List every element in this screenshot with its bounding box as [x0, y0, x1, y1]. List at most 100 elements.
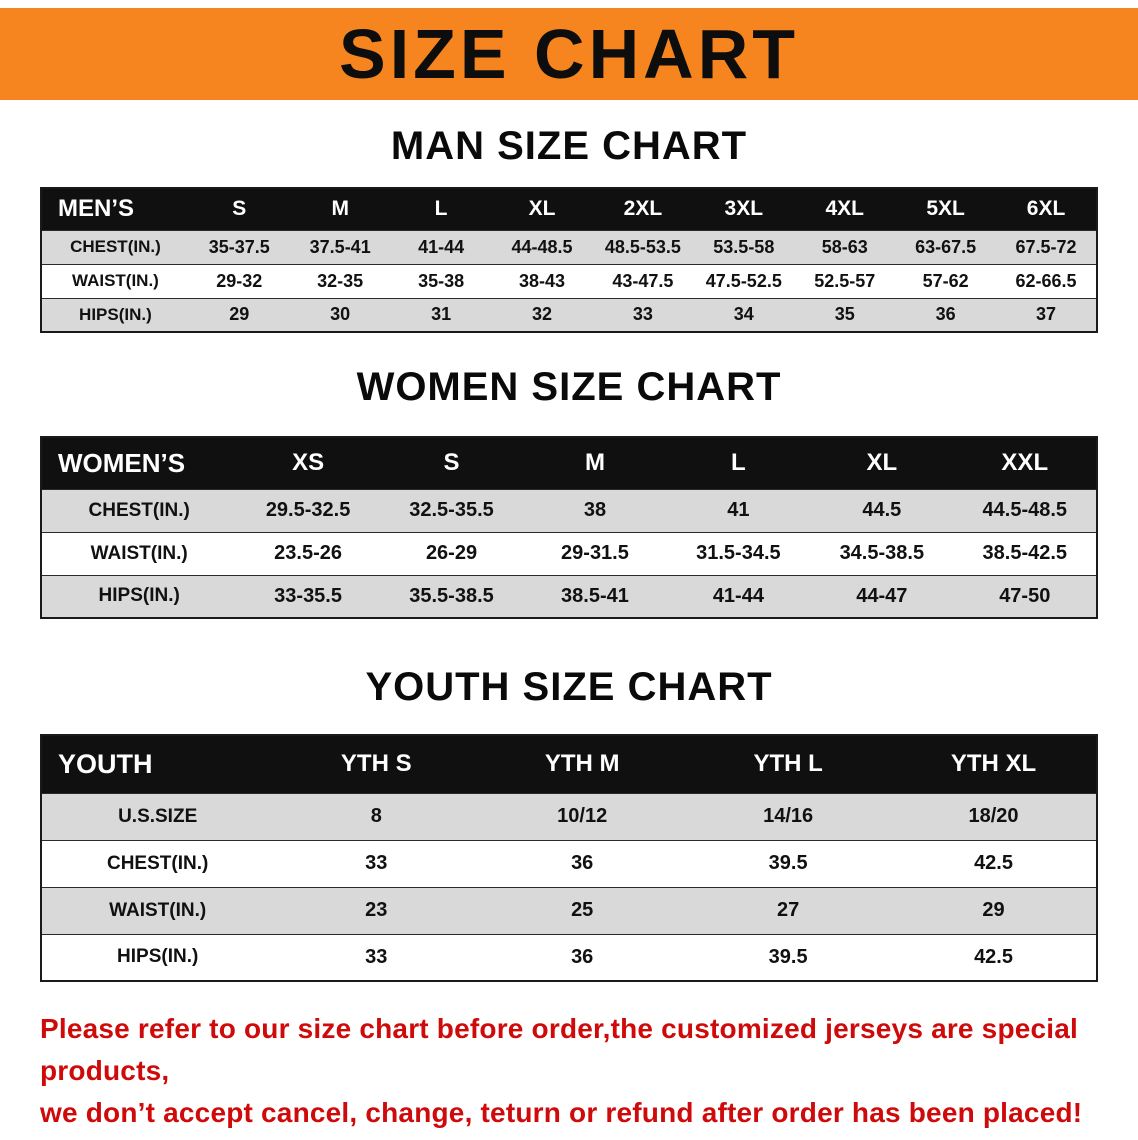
measurement-value: 39.5 — [685, 933, 892, 981]
measurement-value: 41-44 — [666, 574, 811, 618]
size-column-header: 6XL — [996, 188, 1097, 230]
measurement-row: HIPS(IN.) 29 30 31 32 33 34 35 36 37 — [41, 297, 1097, 332]
size-column-header: 3XL — [693, 188, 795, 230]
notice-line-2: we don’t accept cancel, change, teturn o… — [40, 1097, 1083, 1128]
measurement-label: U.S.SIZE — [41, 792, 274, 840]
measurement-row: CHEST(IN.) 35-37.5 37.5-41 41-44 44-48.5 48.5… — [41, 229, 1097, 264]
men-size-table: MEN’S S M L XL 2XL 3XL 4XL 5XL 6XL CHEST(IN.) 35-37… — [40, 187, 1098, 333]
measurement-value: 44-47 — [810, 574, 954, 618]
measurement-value: 41-44 — [390, 229, 492, 264]
measurement-value: 32-35 — [289, 263, 391, 298]
measurement-value: 30 — [289, 297, 391, 332]
measurement-value: 67.5-72 — [996, 229, 1097, 264]
measurement-value: 32.5-35.5 — [379, 488, 524, 532]
measurement-label: WAIST(IN.) — [41, 263, 189, 298]
measurement-value: 31 — [390, 297, 492, 332]
women-size-heading: WOMEN SIZE CHART — [356, 365, 782, 409]
measurement-value: 31.5-34.5 — [666, 531, 811, 575]
size-column-header: YTH M — [479, 735, 686, 793]
measurement-value: 10/12 — [479, 792, 686, 840]
measurement-value: 38.5-42.5 — [953, 531, 1097, 575]
measurement-value: 47.5-52.5 — [693, 263, 795, 298]
notice-line-1: Please refer to our size chart before or… — [40, 1013, 1079, 1086]
measurement-row: HIPS(IN.) 33-35.5 35.5-38.5 38.5-41 41-44 44-… — [41, 574, 1097, 618]
measurement-label: WAIST(IN.) — [41, 531, 237, 575]
youth-size-section: YOUTH SIZE CHART YOUTH YTH S YTH M YTH L YTH … — [0, 665, 1138, 982]
youth-size-heading: YOUTH SIZE CHART — [365, 665, 773, 709]
measurement-value: 18/20 — [891, 792, 1097, 840]
size-column-header: YTH L — [685, 735, 892, 793]
measurement-row: U.S.SIZE 8 10/12 14/16 18/20 — [41, 792, 1097, 840]
table-title-cell: YOUTH — [41, 735, 274, 793]
men-size-section: MAN SIZE CHART MEN’S S M L XL 2XL 3XL 4XL 5XL 6XL C… — [0, 124, 1138, 333]
measurement-label: HIPS(IN.) — [41, 574, 237, 618]
measurement-value: 36 — [479, 933, 686, 981]
measurement-value: 38-43 — [491, 263, 593, 298]
measurement-value: 37 — [996, 297, 1097, 332]
size-column-header: 2XL — [592, 188, 694, 230]
measurement-value: 23.5-26 — [236, 531, 380, 575]
measurement-value: 38.5-41 — [523, 574, 667, 618]
measurement-value: 42.5 — [891, 839, 1097, 887]
measurement-value: 25 — [479, 886, 686, 934]
size-column-header: YTH XL — [891, 735, 1097, 793]
table-title-cell: WOMEN’S — [41, 437, 237, 489]
measurement-value: 48.5-53.5 — [592, 229, 694, 264]
size-column-header: S — [379, 437, 524, 489]
footer-notice: Please refer to our size chart before or… — [40, 1008, 1098, 1134]
measurement-value: 53.5-58 — [693, 229, 795, 264]
measurement-row: WAIST(IN.) 23 25 27 29 — [41, 886, 1097, 934]
women-size-table: WOMEN’S XS S M L XL XXL CHEST(IN.) 29.5-32.5 32.5… — [40, 436, 1098, 619]
women-size-section: WOMEN SIZE CHART WOMEN’S XS S M L XL XXL CHEST(I… — [0, 365, 1138, 619]
measurement-value: 14/16 — [685, 792, 892, 840]
measurement-value: 62-66.5 — [996, 263, 1097, 298]
measurement-value: 63-67.5 — [895, 229, 997, 264]
measurement-value: 44.5-48.5 — [953, 488, 1097, 532]
header-row: MEN’S S M L XL 2XL 3XL 4XL 5XL 6XL — [41, 188, 1097, 230]
measurement-row: CHEST(IN.) 33 36 39.5 42.5 — [41, 839, 1097, 887]
size-chart-page: SIZE CHART MAN SIZE CHART MEN’S S M L XL 2XL 3X… — [0, 8, 1138, 1134]
measurement-value: 35-38 — [390, 263, 492, 298]
size-column-header: XL — [491, 188, 593, 230]
size-column-header: L — [390, 188, 492, 230]
measurement-value: 34 — [693, 297, 795, 332]
size-column-header: 4XL — [794, 188, 896, 230]
measurement-value: 39.5 — [685, 839, 892, 887]
measurement-value: 35-37.5 — [188, 229, 290, 264]
measurement-value: 29-32 — [188, 263, 290, 298]
measurement-value: 29 — [188, 297, 290, 332]
measurement-value: 35.5-38.5 — [379, 574, 524, 618]
table-title-cell: MEN’S — [41, 188, 189, 230]
size-column-header: XS — [236, 437, 380, 489]
youth-size-table: YOUTH YTH S YTH M YTH L YTH XL U.S.SIZE 8 10/12… — [40, 734, 1098, 982]
measurement-value: 43-47.5 — [592, 263, 694, 298]
measurement-value: 44-48.5 — [491, 229, 593, 264]
measurement-value: 23 — [273, 886, 480, 934]
measurement-value: 36 — [895, 297, 997, 332]
measurement-value: 37.5-41 — [289, 229, 391, 264]
size-column-header: L — [666, 437, 811, 489]
size-column-header: 5XL — [895, 188, 997, 230]
measurement-value: 8 — [273, 792, 480, 840]
measurement-value: 33 — [592, 297, 694, 332]
page-title: SIZE CHART — [339, 15, 799, 93]
measurement-value: 33 — [273, 933, 480, 981]
measurement-value: 42.5 — [891, 933, 1097, 981]
measurement-label: CHEST(IN.) — [41, 839, 274, 887]
banner: SIZE CHART — [0, 8, 1138, 100]
measurement-value: 29-31.5 — [523, 531, 667, 575]
measurement-value: 44.5 — [810, 488, 954, 532]
measurement-value: 33-35.5 — [236, 574, 380, 618]
measurement-value: 35 — [794, 297, 896, 332]
measurement-row: WAIST(IN.) 23.5-26 26-29 29-31.5 31.5-34.5 34… — [41, 531, 1097, 575]
measurement-label: CHEST(IN.) — [41, 229, 189, 264]
measurement-value: 32 — [491, 297, 593, 332]
measurement-value: 57-62 — [895, 263, 997, 298]
measurement-row: WAIST(IN.) 29-32 32-35 35-38 38-43 43-47.5 47.… — [41, 263, 1097, 298]
men-size-heading: MAN SIZE CHART — [390, 124, 748, 168]
measurement-value: 29 — [891, 886, 1097, 934]
size-column-header: M — [523, 437, 667, 489]
size-column-header: XL — [810, 437, 954, 489]
size-column-header: YTH S — [273, 735, 480, 793]
header-row: YOUTH YTH S YTH M YTH L YTH XL — [41, 735, 1097, 793]
